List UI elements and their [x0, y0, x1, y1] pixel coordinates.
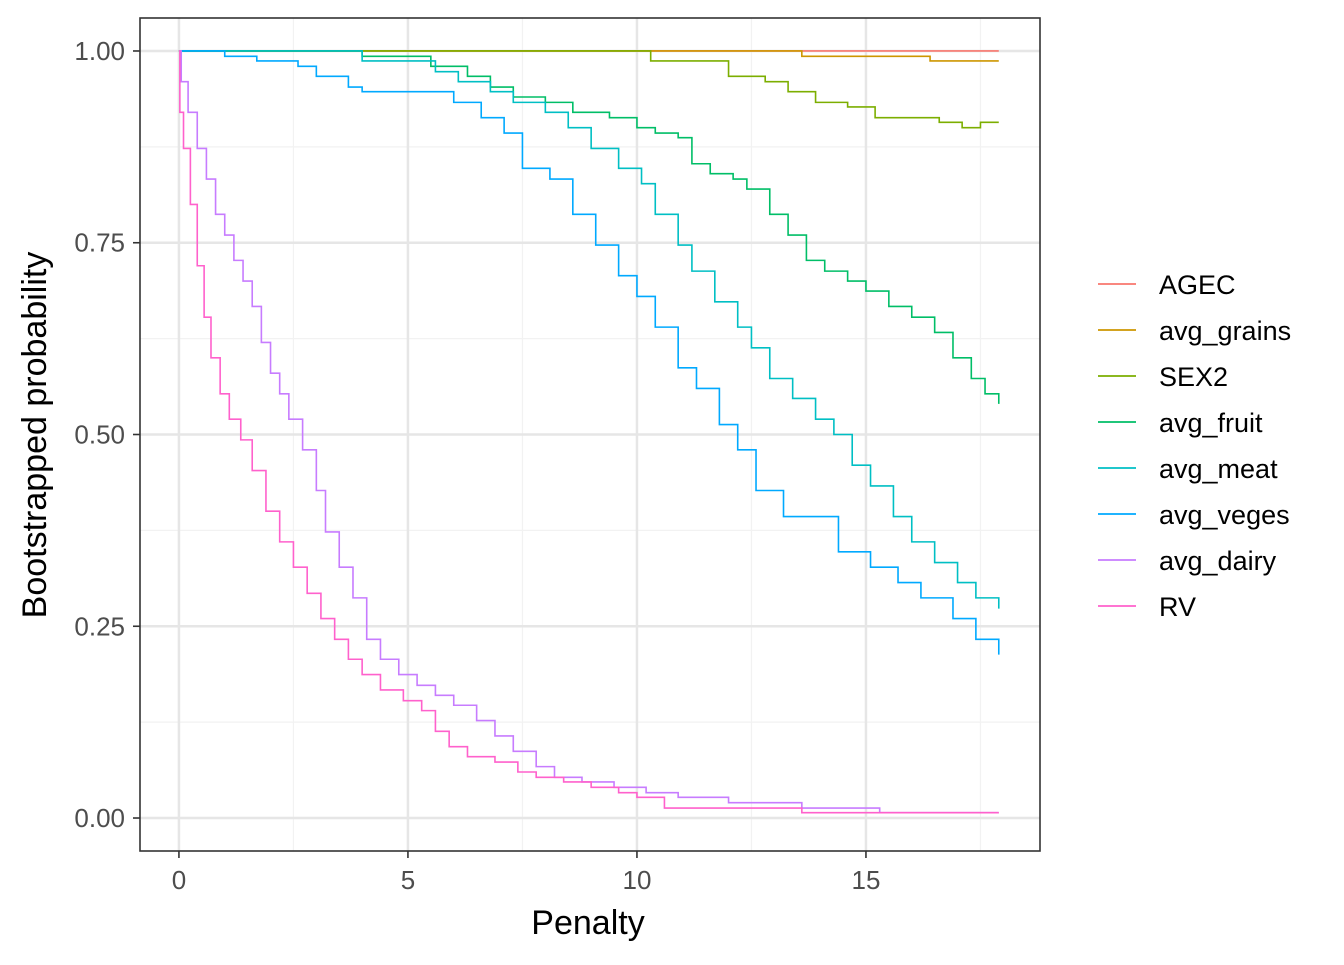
- series-lines: [178, 50, 1000, 814]
- y-tick-label: 0.00: [74, 803, 125, 833]
- series-line-avg-fruit: [178, 50, 1000, 404]
- legend-item: avg_grains: [1098, 316, 1291, 346]
- y-tick-label: 0.75: [74, 228, 125, 258]
- legend-label: SEX2: [1159, 362, 1228, 392]
- y-tick-label: 0.25: [74, 611, 125, 641]
- x-tick-label: 5: [401, 865, 415, 895]
- legend-label: avg_meat: [1159, 454, 1278, 484]
- legend-label: avg_grains: [1159, 316, 1291, 346]
- legend-label: avg_fruit: [1159, 408, 1263, 438]
- legend-item: avg_veges: [1098, 500, 1290, 530]
- legend-item: AGEC: [1098, 270, 1236, 300]
- series-line-avg-grains: [178, 50, 999, 62]
- y-tick-label: 0.50: [74, 420, 125, 450]
- legend-item: RV: [1098, 592, 1196, 622]
- series-line-avg-meat: [178, 50, 1000, 609]
- legend-label: avg_dairy: [1159, 546, 1277, 576]
- series-line-avg-dairy: [178, 50, 999, 814]
- legend: AGEC avg_grains SEX2 avg_fruit avg_meat avg_v…: [1098, 270, 1291, 622]
- series-line-rv: [178, 50, 999, 814]
- legend-label: avg_veges: [1159, 500, 1290, 530]
- grid-lines: [140, 18, 1040, 851]
- legend-item: avg_fruit: [1098, 408, 1263, 438]
- series-line-sex2: [178, 50, 999, 129]
- series-line-avg-veges: [178, 50, 1000, 655]
- legend-label: RV: [1159, 592, 1196, 622]
- y-tick-label: 1.00: [74, 36, 125, 66]
- legend-item: avg_dairy: [1098, 546, 1277, 576]
- y-axis-title: Bootstrapped probability: [16, 252, 54, 619]
- legend-label: AGEC: [1159, 270, 1236, 300]
- legend-item: avg_meat: [1098, 454, 1278, 484]
- axes: 0 5 10 15 0.00 0.25 0.50 0.75 1.00: [74, 36, 880, 895]
- x-tick-label: 15: [851, 865, 880, 895]
- x-tick-label: 10: [622, 865, 651, 895]
- x-axis-title: Penalty: [531, 904, 644, 942]
- x-tick-label: 0: [172, 865, 186, 895]
- legend-item: SEX2: [1098, 362, 1228, 392]
